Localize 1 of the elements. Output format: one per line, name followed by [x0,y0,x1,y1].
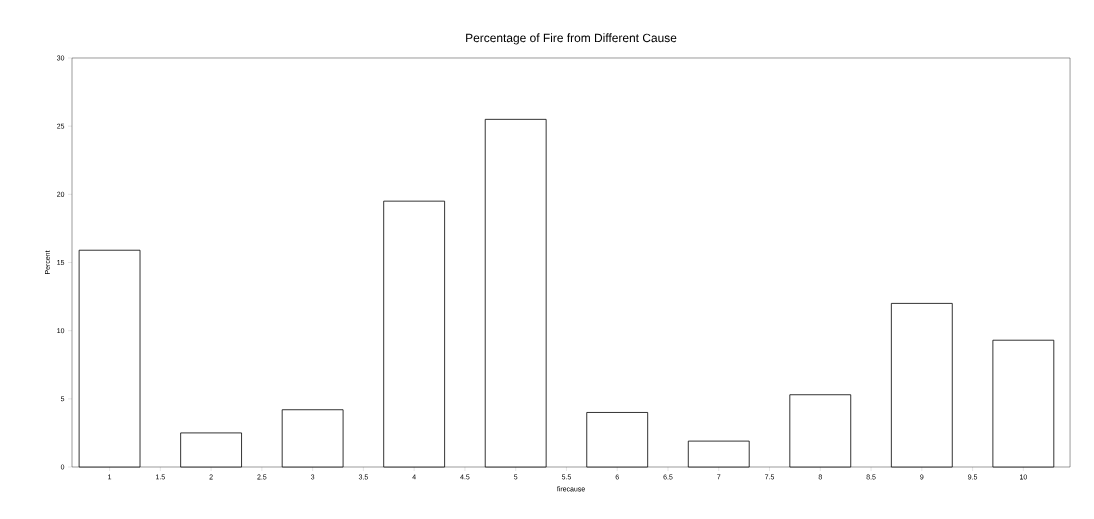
chart-title: Percentage of Fire from Different Cause [466,33,677,45]
